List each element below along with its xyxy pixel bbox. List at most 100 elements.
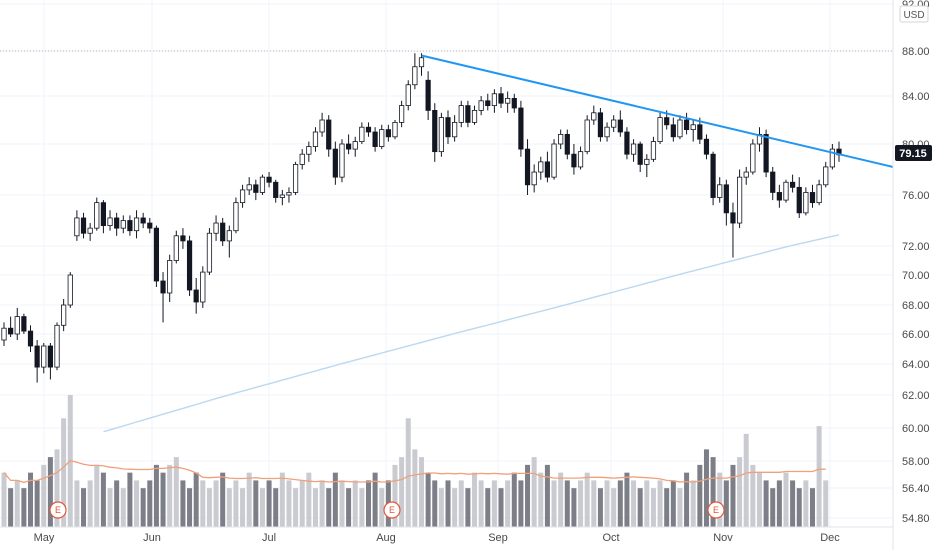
volume-bar bbox=[74, 480, 80, 527]
candle bbox=[253, 179, 259, 201]
candle bbox=[326, 115, 332, 157]
candle bbox=[379, 124, 385, 150]
currency-badge[interactable]: USD bbox=[899, 5, 929, 23]
volume-bar bbox=[763, 480, 769, 527]
candle-body-up bbox=[412, 66, 418, 86]
candle-body-up bbox=[399, 105, 405, 123]
volume-moving-average bbox=[3, 459, 826, 484]
volume-bar bbox=[326, 488, 332, 527]
candle-body-down bbox=[703, 138, 710, 155]
volume-bar bbox=[379, 488, 385, 527]
candle-body-down bbox=[127, 220, 133, 232]
candle bbox=[485, 93, 491, 111]
volume-bar bbox=[657, 480, 663, 527]
candle-body-up bbox=[829, 148, 835, 168]
candle-body-up bbox=[816, 184, 822, 204]
candle-body-down bbox=[597, 112, 604, 138]
y-tick-label: 60.00 bbox=[902, 423, 930, 435]
candle-body-up bbox=[312, 131, 319, 147]
candle bbox=[94, 197, 100, 231]
candle bbox=[657, 112, 663, 144]
volume-bar bbox=[478, 480, 484, 527]
candle bbox=[611, 115, 617, 132]
candle-body-up bbox=[54, 324, 60, 368]
candle-body-up bbox=[206, 232, 213, 273]
earnings-marker[interactable]: E bbox=[383, 501, 401, 519]
volume-bar bbox=[525, 464, 531, 527]
candle-body-down bbox=[809, 192, 816, 204]
candle bbox=[133, 210, 140, 239]
candle bbox=[604, 122, 610, 142]
candle bbox=[498, 87, 504, 108]
candle bbox=[206, 228, 213, 275]
volume-bar bbox=[213, 480, 219, 527]
candle bbox=[233, 197, 239, 234]
candle bbox=[776, 184, 782, 208]
volume-bar bbox=[173, 457, 179, 527]
candle-body-up bbox=[339, 143, 345, 178]
volume-bar bbox=[809, 488, 815, 527]
candle bbox=[61, 299, 67, 332]
volume-bar bbox=[81, 488, 87, 527]
volume-bar bbox=[452, 488, 458, 527]
candle-body-down bbox=[8, 327, 14, 335]
volume-bar bbox=[87, 480, 93, 527]
candle-body-down bbox=[80, 217, 87, 234]
volume-bar bbox=[664, 488, 670, 527]
candle bbox=[538, 156, 544, 180]
candle bbox=[279, 189, 285, 206]
candle bbox=[617, 110, 623, 137]
time-axis[interactable]: May Jun Jul Aug Sep Oct Nov Dec bbox=[34, 532, 841, 544]
candle-body-up bbox=[292, 163, 299, 193]
candle bbox=[518, 100, 524, 157]
candle bbox=[816, 179, 822, 206]
volume-bar bbox=[465, 488, 471, 527]
candle bbox=[478, 96, 484, 116]
candle-body-down bbox=[683, 119, 690, 130]
candle-body-down bbox=[770, 171, 776, 193]
volume-bar bbox=[246, 472, 252, 527]
candle bbox=[173, 230, 179, 264]
price-axis[interactable]: 54.80 56.40 58.00 60.00 62.00 64.00 66.00 68.00… bbox=[902, 0, 930, 525]
moving-average-line bbox=[103, 234, 840, 433]
candle-body-down bbox=[47, 345, 53, 368]
candle bbox=[717, 177, 723, 203]
candle bbox=[67, 272, 73, 308]
candle bbox=[246, 177, 252, 195]
candle-body-up bbox=[604, 126, 610, 138]
volume-bar bbox=[147, 480, 153, 527]
volume-bar bbox=[737, 457, 743, 527]
candle bbox=[1, 322, 7, 346]
volume-bar bbox=[591, 480, 597, 527]
candle-body-down bbox=[147, 222, 153, 229]
candle bbox=[770, 166, 776, 201]
y-tick-label: 88.00 bbox=[902, 46, 930, 58]
volume-bar bbox=[750, 464, 756, 527]
resistance-trendline[interactable] bbox=[421, 54, 894, 168]
candle bbox=[783, 179, 789, 203]
volume-bar bbox=[637, 488, 643, 527]
volume-bar bbox=[611, 488, 617, 527]
candle bbox=[114, 212, 120, 236]
candle bbox=[14, 307, 20, 340]
y-tick-label: 70.00 bbox=[902, 270, 930, 282]
earnings-marker[interactable]: E bbox=[707, 501, 725, 519]
candle bbox=[186, 235, 193, 296]
earnings-marker[interactable]: E bbox=[49, 501, 67, 519]
trendline-layer[interactable] bbox=[421, 54, 894, 168]
candle-body-up bbox=[478, 100, 484, 111]
candle-body-down bbox=[465, 105, 471, 123]
candle-body-up bbox=[213, 222, 219, 234]
candle-body-up bbox=[577, 151, 584, 168]
grid bbox=[0, 0, 893, 527]
candle-body-down bbox=[160, 280, 166, 294]
volume-bar bbox=[8, 488, 14, 527]
earnings-marker-circle bbox=[49, 501, 67, 519]
x-tick-label: May bbox=[34, 532, 55, 544]
candle-body-down bbox=[776, 192, 782, 201]
volume-bar bbox=[790, 480, 796, 527]
volume-bar bbox=[677, 488, 683, 527]
